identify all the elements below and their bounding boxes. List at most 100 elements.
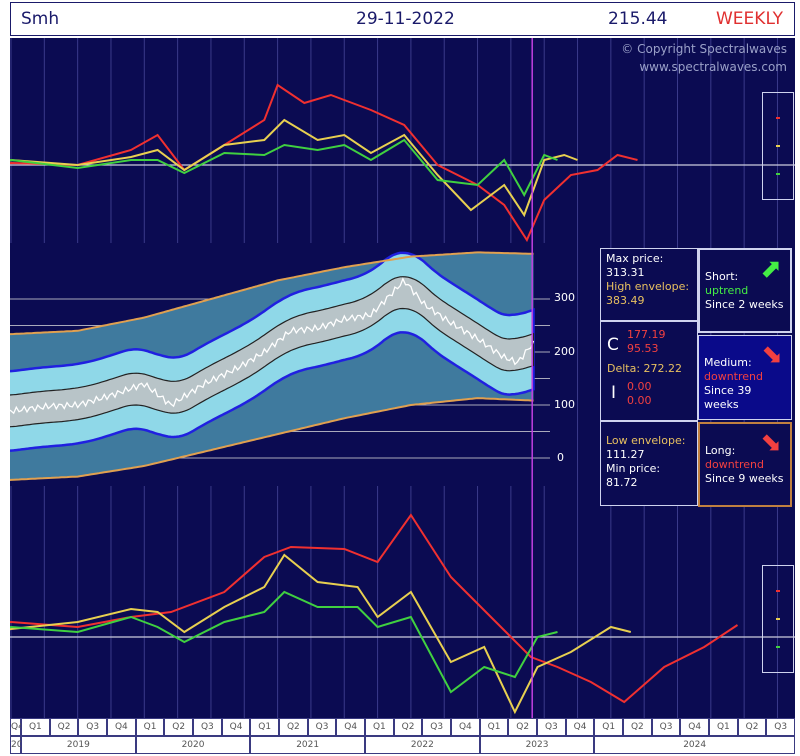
- arrow-down-icon: ⬊: [761, 340, 783, 370]
- trend-since: Since 2 weeks: [705, 298, 784, 311]
- y-tick: 0: [557, 451, 564, 464]
- quarter-label: Q3: [766, 718, 795, 736]
- low-envelope-line: [10, 397, 534, 481]
- legend-red: [776, 590, 780, 592]
- year-label: 2019: [21, 736, 136, 754]
- legend-yellow: [776, 618, 780, 620]
- quarter-label: Q4: [107, 718, 136, 736]
- quarter-label: Q4: [221, 718, 251, 736]
- legend-yellow: [776, 145, 780, 147]
- trend-long: ⬊ Long: downtrend Since 9 weeks: [698, 422, 792, 507]
- legend-bottom: [762, 565, 794, 673]
- legend-green: [776, 646, 780, 648]
- quarter-label: Q4: [680, 718, 709, 736]
- trend-short: ⬈ Short: uptrend Since 2 weeks: [698, 248, 792, 333]
- bottom-oscillator-long-line: [10, 513, 739, 704]
- y-tick: 200: [554, 345, 575, 358]
- quarter-label: Q1: [365, 718, 394, 736]
- price: 215.44: [608, 9, 668, 29]
- quarter-label: Q4: [451, 718, 480, 736]
- min-value: 81.72: [606, 476, 638, 489]
- quarter-label: Q2: [164, 718, 193, 736]
- delta: Delta: 272.22: [607, 362, 683, 375]
- c-label: C: [607, 335, 619, 355]
- quarter-label: Q2: [279, 718, 308, 736]
- quarter-label: Q1: [250, 718, 279, 736]
- trend-label: Medium:: [704, 356, 752, 369]
- price-line: [10, 277, 535, 415]
- year-label: 20: [10, 736, 22, 754]
- top-oscillator-medium-line: [10, 118, 578, 218]
- high-env-value: 383.49: [606, 294, 645, 307]
- high-envelope-line: [10, 251, 534, 336]
- trend-value: downtrend: [705, 458, 764, 471]
- quarter-label: Q4: [10, 718, 24, 736]
- i-value-1: 0.00: [627, 380, 652, 393]
- cycle-box: C 177.19 95.53 Delta: 272.22 I 0.00 0.00: [600, 321, 698, 421]
- low-env-value: 111.27: [606, 448, 645, 461]
- quarter-label: Q1: [709, 718, 738, 736]
- arrow-down-icon: ⬊: [760, 428, 782, 458]
- top-oscillator-short-line: [10, 138, 558, 198]
- chart-svg: [10, 38, 795, 718]
- y-tick: 100: [554, 398, 575, 411]
- i-value-2: 0.00: [627, 394, 652, 407]
- legend-red: [776, 117, 780, 119]
- quarter-label: Q2: [49, 718, 79, 736]
- chart-area: © Copyright Spectralwaves www.spectralwa…: [10, 38, 795, 718]
- trend-label: Short:: [705, 270, 739, 283]
- quarter-label: Q2: [393, 718, 423, 736]
- quarter-label: Q3: [651, 718, 681, 736]
- quarter-label: Q4: [336, 718, 365, 736]
- max-box: Max price: 313.31 High envelope: 383.49: [600, 248, 698, 321]
- header: Smh 29-11-2022 215.44 WEEKLY: [10, 2, 795, 36]
- max-label: Max price:: [606, 252, 664, 265]
- trend-medium: ⬊ Medium: downtrend Since 39 weeks: [698, 335, 792, 420]
- time-axis: Q4 Q1 Q2 Q3 Q4 Q1 Q2 Q3 Q4 Q1 Q2 Q3 Q4 Q1 Q2 Q3 Q4 Q1 Q2 Q3…: [10, 718, 795, 754]
- legend-green: [776, 173, 780, 175]
- symbol: Smh: [21, 9, 60, 29]
- i-label: I: [611, 383, 617, 403]
- quarter-label: Q1: [21, 718, 50, 736]
- bottom-oscillator-short-line: [10, 590, 558, 694]
- year-label: 2021: [250, 736, 365, 754]
- arrow-up-icon: ⬈: [760, 254, 782, 284]
- c-value-2: 95.53: [627, 342, 659, 355]
- period[interactable]: WEEKLY: [716, 9, 784, 29]
- quarter-label: Q3: [78, 718, 107, 736]
- trend-label: Long:: [705, 444, 736, 457]
- high-env-label: High envelope:: [606, 280, 690, 293]
- top-oscillator-long-line: [10, 83, 638, 243]
- date: 29-11-2022: [356, 9, 455, 29]
- quarter-label: Q1: [135, 718, 165, 736]
- quarter-label: Q4: [565, 718, 595, 736]
- quarter-label: Q2: [623, 718, 652, 736]
- min-box: Low envelope: 111.27 Min price: 81.72: [600, 421, 698, 506]
- max-value: 313.31: [606, 266, 645, 279]
- trend-since: Since 39 weeks: [704, 384, 752, 411]
- quarter-label: Q2: [737, 718, 767, 736]
- year-label: 2024: [594, 736, 795, 754]
- quarter-label: Q3: [422, 718, 451, 736]
- trend-value: uptrend: [705, 284, 749, 297]
- bottom-oscillator-medium-line: [10, 553, 632, 715]
- quarter-label: Q3: [193, 718, 222, 736]
- low-env-label: Low envelope:: [606, 434, 686, 447]
- copyright: © Copyright Spectralwaves: [621, 42, 787, 56]
- trend-since: Since 9 weeks: [705, 472, 784, 485]
- quarter-label: Q1: [479, 718, 509, 736]
- year-label: 2022: [365, 736, 480, 754]
- year-label: 2023: [479, 736, 595, 754]
- y-tick: 300: [554, 291, 575, 304]
- inner-band: [10, 276, 535, 428]
- c-value-1: 177.19: [627, 328, 666, 341]
- trend-value: downtrend: [704, 370, 763, 383]
- website: www.spectralwaves.com: [639, 60, 787, 74]
- legend-top: [762, 92, 794, 200]
- quarter-label: Q1: [594, 718, 623, 736]
- quarter-label: Q2: [508, 718, 537, 736]
- quarter-label: Q3: [307, 718, 337, 736]
- quarter-label: Q3: [537, 718, 566, 736]
- year-label: 2020: [135, 736, 251, 754]
- min-label: Min price:: [606, 462, 661, 475]
